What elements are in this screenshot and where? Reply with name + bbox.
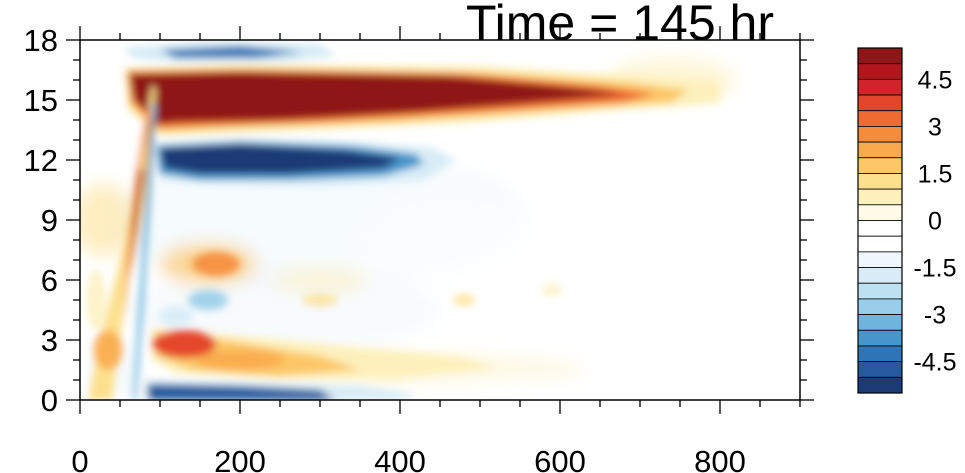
- plot-area: [80, 40, 800, 400]
- colorbar-swatch: [857, 361, 903, 378]
- field-blob-37: [452, 294, 476, 306]
- y-tick-label: 9: [41, 203, 58, 238]
- colorbar-swatch: [857, 126, 903, 143]
- colorbar-swatch: [857, 188, 903, 206]
- colorbar-swatch: [857, 235, 903, 253]
- colorbar-swatch: [857, 251, 903, 268]
- colorbar-tick-label: -3: [924, 302, 946, 330]
- field-blob-26: [86, 270, 106, 330]
- colorbar-tick-label: 4.5: [918, 66, 953, 94]
- colorbar-swatch: [857, 173, 903, 190]
- heatmap-field: [80, 42, 736, 400]
- colorbar-tick-label: 0: [928, 208, 942, 236]
- colorbar-swatch: [857, 376, 903, 394]
- x-tick-label: 600: [534, 444, 586, 473]
- field-blob-23: [132, 104, 156, 400]
- y-tick-label: 6: [41, 263, 58, 298]
- x-tick-label: 200: [214, 444, 266, 473]
- y-tick-label: 0: [41, 383, 58, 418]
- field-blob-14: [129, 72, 624, 124]
- field-blob-5: [400, 372, 592, 392]
- field-blob-35: [158, 306, 194, 326]
- x-tick-label: 800: [694, 444, 746, 473]
- field-blob-38: [542, 284, 562, 296]
- colorbar-tick-label: -1.5: [913, 255, 956, 283]
- colorbar-swatch: [857, 220, 903, 237]
- colorbar-swatch: [857, 314, 903, 331]
- x-tick-label: 400: [374, 444, 426, 473]
- field-blob-3: [432, 306, 720, 354]
- field-blob-2: [120, 270, 440, 350]
- y-tick-label: 15: [24, 83, 58, 118]
- colorbar-swatch: [857, 110, 903, 127]
- field-blob-24: [142, 120, 154, 260]
- field-blob-30: [196, 350, 284, 370]
- colorbar-swatch: [857, 345, 903, 363]
- y-tick-label: 3: [41, 323, 58, 358]
- colorbar-swatch: [857, 267, 903, 284]
- field-blob-34: [188, 290, 228, 310]
- field-blob-17: [160, 144, 400, 174]
- field-blob-25: [93, 330, 123, 370]
- field-blob-32: [148, 384, 336, 400]
- y-axis: 0 3 6 9 12 15 18: [24, 23, 814, 418]
- colorbar-swatch: [857, 282, 903, 300]
- field-blob-29: [152, 330, 216, 358]
- colorbar-tick-label: -4.5: [913, 349, 956, 377]
- colorbar-swatch: [857, 329, 903, 347]
- colorbar-frame: [857, 47, 903, 394]
- colorbar-swatch: [857, 204, 903, 221]
- colorbar-tick-label: 3: [928, 113, 942, 141]
- colorbar-swatch: [857, 63, 903, 80]
- colorbar-swatch: [857, 47, 903, 65]
- colorbar-swatch: [857, 141, 903, 159]
- field-blob-33: [192, 252, 240, 276]
- x-axis: 0 200 400 600 800: [71, 26, 801, 473]
- colorbar-tick-label: 1.5: [918, 160, 953, 188]
- y-tick-label: 12: [24, 143, 58, 178]
- field-blob-19: [160, 46, 304, 58]
- field-blob-9: [80, 184, 136, 256]
- x-tick-label: 0: [71, 444, 88, 473]
- colorbar-swatch: [857, 157, 903, 174]
- field-blob-36: [302, 294, 338, 306]
- colorbar-swatch: [857, 78, 903, 96]
- y-tick-label: 18: [24, 23, 58, 58]
- field-blob-1: [352, 190, 544, 310]
- colorbar-swatch: [857, 94, 903, 112]
- colorbar-swatch: [857, 298, 903, 315]
- colorbar: 4.5 3 1.5 0 -1.5 -3 -4.5: [857, 47, 957, 394]
- field-blob-8: [272, 268, 368, 292]
